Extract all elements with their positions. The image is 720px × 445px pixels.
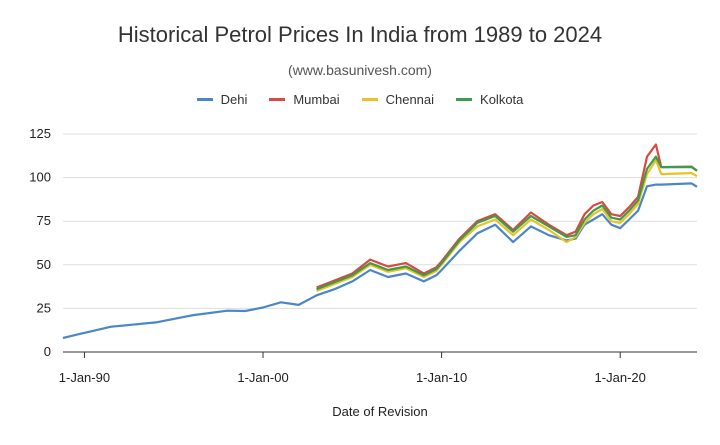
legend-item-chennai[interactable]: Chennai	[361, 92, 435, 107]
chart-title: Historical Petrol Prices In India from 1…	[117, 22, 603, 47]
legend-swatch-dehi	[196, 98, 213, 101]
y-tick-label: 50	[37, 257, 51, 272]
legend-label-kolkota: Kolkota	[480, 92, 524, 107]
y-tick-label: 0	[44, 344, 51, 359]
x-tick-label: 1-Jan-90	[59, 370, 110, 385]
gridlines	[63, 133, 697, 309]
legend-swatch-chennai	[361, 98, 378, 101]
y-tick-label: 100	[29, 170, 51, 185]
series-lines	[62, 143, 698, 340]
series-line-mumbai	[316, 143, 698, 289]
x-axis-label: Date of Revision	[332, 404, 428, 419]
y-tick-label: 75	[37, 213, 51, 228]
x-tick-label: 1-Jan-20	[595, 370, 646, 385]
series-line-dehi	[62, 182, 698, 340]
series-line-chennai	[316, 159, 698, 293]
legend-swatch-kolkota	[456, 98, 473, 101]
x-tick-label: 1-Jan-00	[237, 370, 288, 385]
legend-label-dehi: Dehi	[220, 92, 248, 107]
legend-item-mumbai[interactable]: Mumbai	[269, 92, 340, 107]
x-tick-label: 1-Jan-10	[416, 370, 467, 385]
legend-label-mumbai: Mumbai	[293, 92, 340, 107]
y-tick-label: 125	[29, 126, 51, 141]
axes: 0 25 50 75 100 125 1-Jan-90 1-Jan-00 1-Jan-10 1-J…	[29, 126, 697, 385]
legend-item-dehi[interactable]: Dehi	[196, 92, 248, 107]
chart-subtitle: (www.basunivesh.com)	[288, 62, 432, 78]
legend-label-chennai: Chennai	[385, 92, 435, 107]
y-tick-label: 25	[37, 300, 51, 315]
legend: Dehi Mumbai Chennai Kolkota	[0, 92, 720, 107]
legend-item-kolkota[interactable]: Kolkota	[456, 92, 523, 107]
legend-swatch-mumbai	[269, 98, 286, 101]
series-line-kolkota	[316, 155, 698, 291]
